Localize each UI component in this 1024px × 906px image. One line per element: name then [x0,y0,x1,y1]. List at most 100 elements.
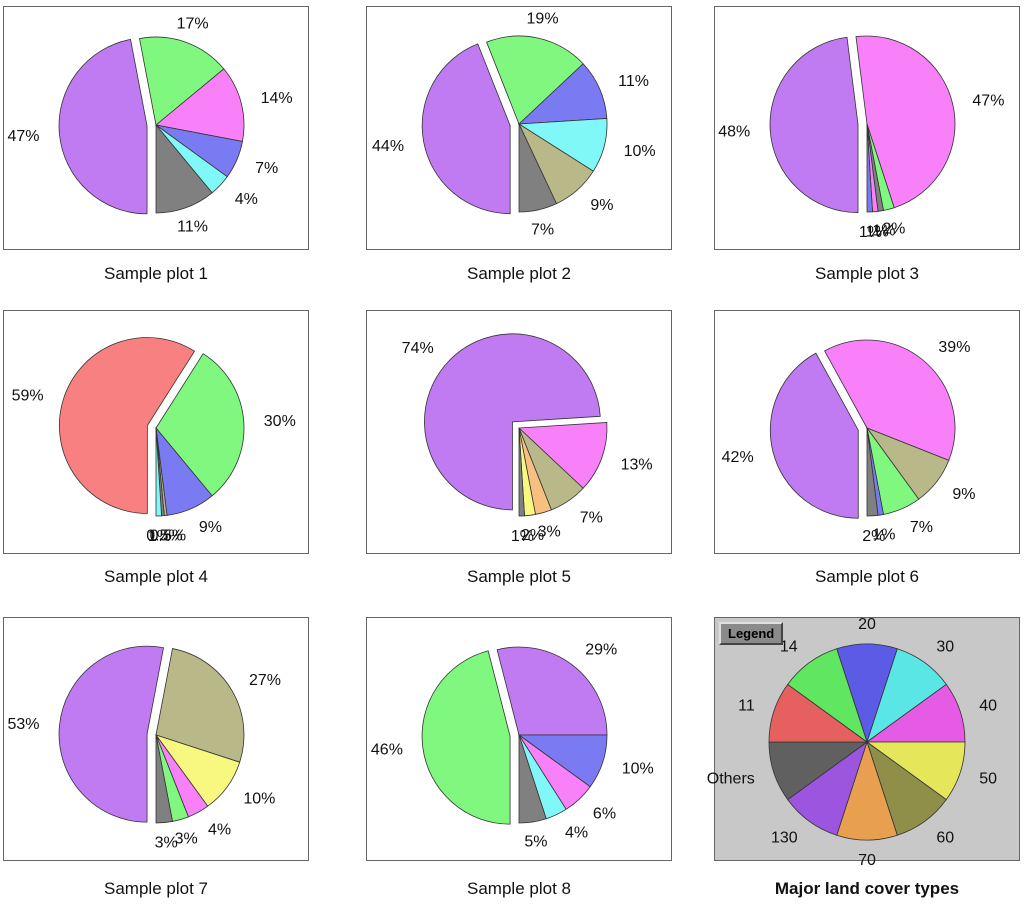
caption-4: Sample plot 4 [104,567,208,586]
pie-label-2-5: 9% [590,197,613,214]
pie-chart-7: 53% 27% 10% 4% 3%3% [7,645,281,852]
pie-label-5-6: 1% [511,528,534,545]
caption-2: Sample plot 2 [467,264,571,283]
pie-label-2-1: 44% [372,138,404,155]
pie-label-5-2: 13% [621,457,653,474]
pie-label-5-3: 7% [580,509,603,526]
pie-slice-2-2 [486,35,584,125]
pie-label-9-8: Others [707,770,755,787]
caption-8: Sample plot 8 [467,879,571,898]
pie-label-9-3: 40 [979,698,997,715]
pie-label-8-3: 10% [622,760,654,777]
pie-label-5-4: 3% [538,524,561,541]
pie-slice-6-6 [866,427,879,517]
pie-label-9-9: 11 [738,698,755,715]
pie-slice-6-1 [769,352,859,519]
legend-panel: 20 30 40 50 60 70 130 Others 11 14 Legend [707,616,1020,869]
pie-label-7-1: 53% [7,716,39,733]
pie-label-6-2: 39% [938,339,970,356]
pie-slice-5-6 [518,427,525,517]
pie-label-3-5: 1% [866,224,889,241]
pie-label-2-3: 11% [618,73,649,90]
pie-slice-7-2 [155,648,245,763]
pie-label-5-5: 2% [521,527,544,544]
pie-slice-4-1 [58,337,196,514]
pie-label-9-1: 20 [858,616,876,633]
pie-slice-5-1 [424,333,601,511]
pie-label-3-6: 1% [859,224,882,241]
pie-label-9-7: 130 [771,829,798,846]
pie-slice-2-6 [518,123,558,213]
pie-label-7-4: 4% [208,822,231,839]
pie-label-4-1: 59% [12,387,44,404]
pie-label-9-5: 60 [936,829,954,846]
pie-slice-8-2 [496,646,608,736]
pie-chart-4: 59% 30% 9% 0.5%0.5%1% [12,337,296,545]
caption-5: Sample plot 5 [467,567,571,586]
pie-label-9-4: 50 [979,770,997,787]
pie-slice-2-1 [421,43,511,215]
legend-caption: Major land cover types [774,879,960,898]
pie-label-2-4: 10% [624,143,656,160]
pie-chart-1: 47% 17% 14% 7% 4% 11% [7,15,293,236]
pie-slice-8-1 [421,650,511,825]
pie-label-4-2: 30% [264,413,296,430]
caption-1: Sample plot 1 [104,264,208,283]
pie-slice-8-6 [518,734,547,824]
pie-chart-6: 42% 39% 9% 7% 1%2% [722,339,976,545]
caption-3: Sample plot 3 [815,264,919,283]
pie-label-4-5: 0.5% [146,528,182,545]
pie-panel-8: 46% 29% 10% 6% 4% 5% [366,617,672,861]
pie-slice-4-2 [155,353,245,497]
pie-label-1-5: 4% [235,191,258,208]
pie-slice-1-1 [58,38,148,215]
pie-label-7-5: 3% [175,831,198,848]
pie-label-9-10: 14 [780,639,798,656]
pie-label-8-6: 5% [524,834,547,851]
pie-label-3-4: 1% [872,223,895,240]
pie-label-7-6: 3% [155,835,178,852]
pie-slice-9-10 [787,648,868,744]
pie-label-8-1: 46% [371,742,403,759]
pie-panel-2: 44% 19% 11% 10% 9% 7% [366,6,672,250]
pie-slice-7-1 [58,645,164,823]
pie-label-3-2: 47% [972,92,1004,109]
pie-panel-7: 53% 27% 10% 4% 3% 3% [3,617,309,861]
pie-panel-3: 48% 47% 2% 1% 1% 1% [714,6,1020,250]
pie-label-6-1: 42% [722,449,754,466]
pie-label-8-4: 6% [593,806,616,823]
pie-slice-3-1 [769,36,859,213]
pie-slice-3-6 [866,123,873,213]
pie-label-9-6: 70 [858,852,876,869]
pie-slice-6-2 [824,339,956,461]
pie-slice-1-2 [139,36,225,126]
pie-slice-5-2 [518,422,608,489]
pie-label-4-4: 0.5% [150,527,186,544]
pie-label-9-2: 30 [936,639,954,656]
pie-label-8-5: 4% [565,825,588,842]
pie-panel-1: 47% 17% 14% 7% 4% 11% [3,6,309,250]
pie-label-8-2: 29% [585,642,617,659]
pie-label-6-3: 9% [952,486,975,503]
pie-label-6-4: 7% [910,519,933,536]
pie-slice-3-2 [855,35,956,209]
pie-label-3-1: 48% [718,123,750,140]
pie-label-7-3: 10% [243,790,275,807]
pie-label-2-6: 7% [531,221,554,238]
pie-label-4-6: 1% [148,528,171,545]
pie-label-1-3: 14% [261,90,293,107]
pie-panel-5: 74% 13% 7% 3% 2% 1% [366,310,672,554]
pie-label-2-2: 19% [527,11,559,28]
pie-label-1-2: 17% [177,15,209,32]
pie-label-1-1: 47% [7,128,39,145]
pie-label-6-5: 1% [872,527,895,544]
pie-panel-6: 42% 39% 9% 7% 1% 2% [714,310,1020,554]
pie-slice-7-6 [155,734,173,824]
pie-chart-5: 74% 13% 7% 3%2%1% [402,333,653,545]
pie-label-6-6: 2% [862,528,885,545]
pie-label-1-6: 11% [177,219,208,236]
pie-chart-2: 44% 19% 11% 10% 9% 7% [372,11,656,239]
pie-label-3-3: 2% [882,221,905,238]
legend-tag: Legend [719,622,784,645]
pie-chart-8: 46% 29% 10% 6% 4% 5% [371,642,654,851]
